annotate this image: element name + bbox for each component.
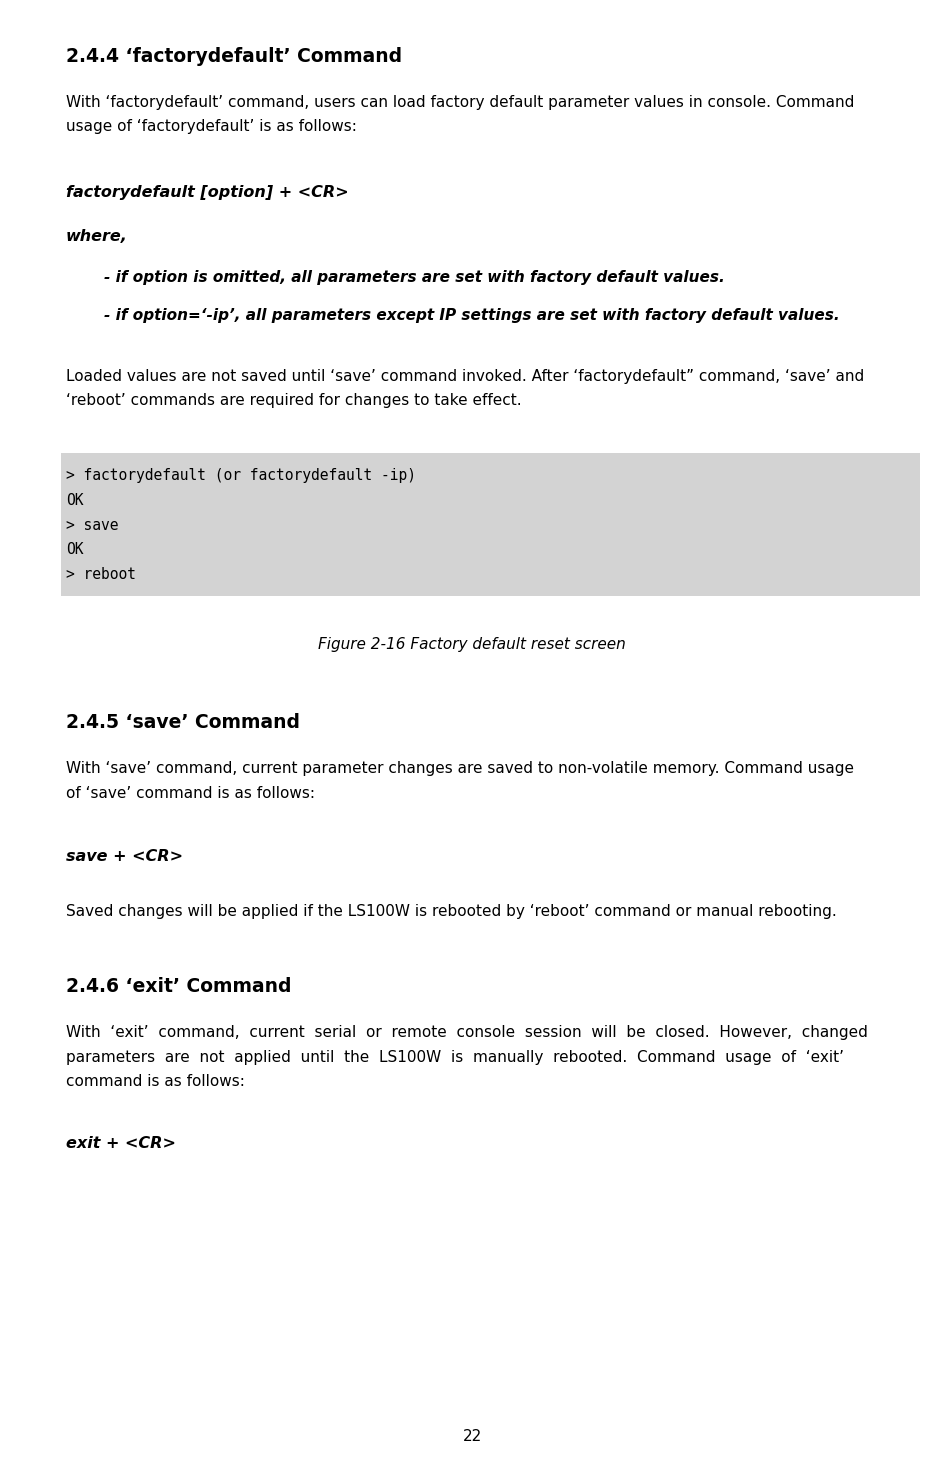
Text: factorydefault [option] + <CR>: factorydefault [option] + <CR> <box>66 185 348 200</box>
Text: OK: OK <box>66 493 84 507</box>
Text: Saved changes will be applied if the LS100W is rebooted by ‘reboot’ command or m: Saved changes will be applied if the LS1… <box>66 904 836 919</box>
Text: 2.4.6 ‘exit’ Command: 2.4.6 ‘exit’ Command <box>66 977 292 996</box>
Text: 2.4.5 ‘save’ Command: 2.4.5 ‘save’ Command <box>66 713 300 732</box>
Text: save + <CR>: save + <CR> <box>66 849 183 863</box>
Text: 22: 22 <box>463 1429 481 1443</box>
Text: where,: where, <box>66 229 128 243</box>
Text: > save: > save <box>66 518 119 532</box>
Text: exit + <CR>: exit + <CR> <box>66 1136 176 1150</box>
Text: > factorydefault (or factorydefault -ip): > factorydefault (or factorydefault -ip) <box>66 468 416 483</box>
Text: OK: OK <box>66 542 84 557</box>
Text: 2.4.4 ‘factorydefault’ Command: 2.4.4 ‘factorydefault’ Command <box>66 47 402 66</box>
Text: With  ‘exit’  command,  current  serial  or  remote  console  session  will  be : With ‘exit’ command, current serial or r… <box>66 1025 868 1089</box>
Text: Loaded values are not saved until ‘save’ command invoked. After ‘factorydefault”: Loaded values are not saved until ‘save’… <box>66 369 865 408</box>
Text: Figure 2-16 Factory default reset screen: Figure 2-16 Factory default reset screen <box>318 637 626 652</box>
Text: With ‘factorydefault’ command, users can load factory default parameter values i: With ‘factorydefault’ command, users can… <box>66 95 854 134</box>
Text: With ‘save’ command, current parameter changes are saved to non-volatile memory.: With ‘save’ command, current parameter c… <box>66 761 854 800</box>
Text: > reboot: > reboot <box>66 567 136 582</box>
FancyBboxPatch shape <box>61 453 920 596</box>
Text: - if option is omitted, all parameters are set with factory default values.: - if option is omitted, all parameters a… <box>104 270 725 284</box>
Text: - if option=‘-ip’, all parameters except IP settings are set with factory defaul: - if option=‘-ip’, all parameters except… <box>104 308 839 322</box>
